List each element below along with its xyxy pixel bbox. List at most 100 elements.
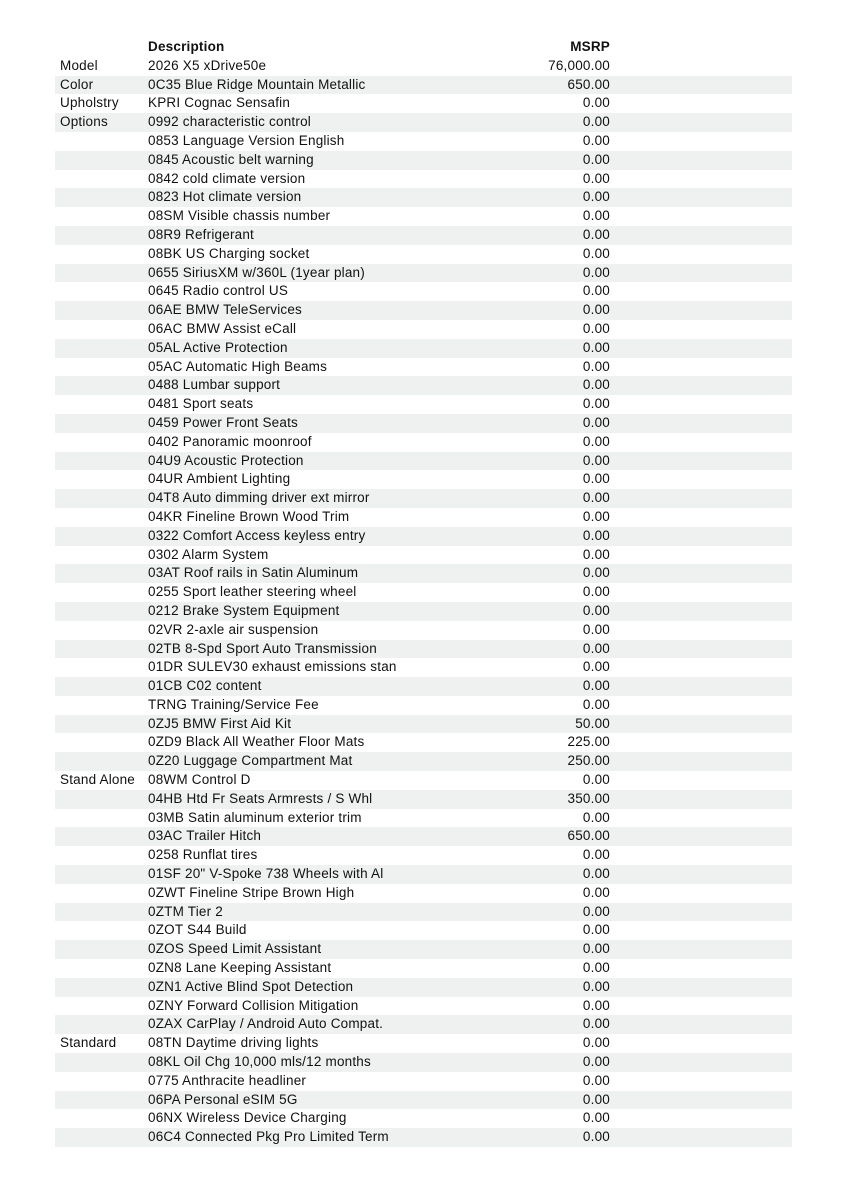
table-row: 08KL Oil Chg 10,000 mls/12 months 0.00	[55, 1053, 792, 1072]
row-category-label: Color	[60, 76, 94, 92]
row-category-label	[55, 395, 148, 414]
row-spacer	[610, 696, 792, 715]
table-row: 05AL Active Protection 0.00	[55, 338, 792, 358]
row-msrp-value: 0.00	[582, 358, 610, 374]
row-category-label	[55, 809, 148, 828]
row-msrp-value: 0.00	[582, 170, 610, 186]
table-row: 0ZJ5 BMW First Aid Kit 50.00	[55, 714, 792, 734]
row-description: 04UR Ambient Lighting	[148, 471, 291, 487]
row-description: 0845 Acoustic belt warning	[148, 151, 314, 167]
row-spacer	[610, 809, 792, 828]
row-spacer	[610, 358, 792, 377]
row-spacer	[610, 414, 792, 433]
row-category-label	[55, 865, 148, 884]
row-spacer	[610, 978, 792, 997]
row-msrp-value: 0.00	[582, 283, 610, 299]
row-description: 0322 Comfort Access keyless entry	[148, 527, 366, 543]
row-category-label: Standard	[60, 1035, 117, 1051]
row-spacer	[610, 282, 792, 301]
row-description: 08WM Control D	[148, 772, 251, 788]
row-msrp-value: 0.00	[582, 1072, 610, 1088]
row-msrp-value: 225.00	[567, 734, 610, 750]
row-spacer	[610, 508, 792, 527]
row-msrp-value: 50.00	[575, 715, 610, 731]
row-msrp-value: 0.00	[582, 978, 610, 994]
table-row: 0ZOS Speed Limit Assistant 0.00	[55, 940, 792, 960]
row-description: 0302 Alarm System	[148, 546, 269, 562]
row-spacer	[610, 621, 792, 640]
table-row: 06AE BMW TeleServices 0.00	[55, 301, 792, 320]
row-description: 01SF 20" V-Spoke 738 Wheels with Al	[148, 866, 384, 882]
row-description: 0402 Panoramic moonroof	[148, 433, 312, 449]
row-spacer	[610, 132, 792, 151]
table-row: Options 0992 characteristic control 0.00	[55, 113, 792, 132]
row-msrp-value: 0.00	[582, 264, 610, 280]
table-row: 0Z20 Luggage Compartment Mat 250.00	[55, 752, 792, 772]
row-category-label: Stand Alone	[60, 772, 136, 788]
table-row: Color 0C35 Blue Ridge Mountain Metallic 65…	[55, 75, 792, 95]
row-spacer	[610, 339, 792, 358]
table-row: 0459 Power Front Seats 0.00	[55, 413, 792, 433]
row-description: 06NX Wireless Device Charging	[148, 1110, 347, 1126]
table-row: 08SM Visible chassis number 0.00	[55, 207, 792, 226]
row-msrp-value: 0.00	[582, 508, 610, 524]
row-msrp-value: 0.00	[582, 621, 610, 637]
row-msrp-value: 0.00	[582, 960, 610, 976]
row-category-label	[55, 188, 148, 207]
row-category-label: Options	[60, 114, 108, 130]
row-description: 03MB Satin aluminum exterior trim	[148, 809, 362, 825]
row-msrp-value: 0.00	[582, 696, 610, 712]
row-msrp-value: 650.00	[567, 76, 610, 92]
row-description: 05AL Active Protection	[148, 339, 288, 355]
row-category-label	[55, 489, 148, 508]
table-row: 0853 Language Version English 0.00	[55, 132, 792, 151]
row-description: 06AC BMW Assist eCall	[148, 320, 297, 336]
table-row: 0ZN1 Active Blind Spot Detection 0.00	[55, 977, 792, 997]
table-row: 0645 Radio control US 0.00	[55, 282, 792, 301]
row-spacer	[610, 489, 792, 508]
row-category-label	[55, 527, 148, 546]
row-description: 0ZN1 Active Blind Spot Detection	[148, 978, 354, 994]
row-msrp-value: 0.00	[582, 772, 610, 788]
row-spacer	[610, 527, 792, 546]
row-msrp-value: 0.00	[582, 132, 610, 148]
row-spacer	[610, 564, 792, 583]
table-row: 0ZAX CarPlay / Android Auto Compat. 0.00	[55, 1015, 792, 1035]
row-category-label	[55, 640, 148, 659]
row-description: 0655 SiriusXM w/360L (1year plan)	[148, 264, 365, 280]
row-description: 0Z20 Luggage Compartment Mat	[148, 753, 353, 769]
row-category-label	[55, 470, 148, 489]
table-row: 08BK US Charging socket 0.00	[55, 245, 792, 264]
row-spacer	[610, 76, 792, 95]
row-description: 04U9 Acoustic Protection	[148, 452, 304, 468]
table-row: Standard 08TN Daytime driving lights 0.00	[55, 1034, 792, 1053]
row-spacer	[610, 245, 792, 264]
row-category-label	[55, 903, 148, 922]
row-category-label	[55, 997, 148, 1016]
row-description: 0853 Language Version English	[148, 132, 345, 148]
table-row: 0322 Comfort Access keyless entry 0.00	[55, 526, 792, 546]
table-row: 03AC Trailer Hitch 650.00	[55, 827, 792, 847]
row-msrp-value: 0.00	[582, 997, 610, 1013]
row-msrp-value: 0.00	[582, 678, 610, 694]
row-spacer	[610, 677, 792, 696]
table-row: 0ZD9 Black All Weather Floor Mats 225.00	[55, 733, 792, 752]
row-spacer	[610, 546, 792, 565]
table-row: Upholstry KPRI Cognac Sensafin 0.00	[55, 94, 792, 113]
row-category-label	[55, 339, 148, 358]
row-spacer	[610, 583, 792, 602]
row-spacer	[610, 997, 792, 1016]
table-row: 0ZTM Tier 2 0.00	[55, 902, 792, 922]
row-msrp-value: 0.00	[582, 490, 610, 506]
row-msrp-value: 0.00	[582, 903, 610, 919]
row-description: 08TN Daytime driving lights	[148, 1035, 319, 1051]
row-category-label	[55, 170, 148, 189]
row-description: 0255 Sport leather steering wheel	[148, 584, 357, 600]
row-msrp-value: 0.00	[582, 527, 610, 543]
row-spacer	[610, 846, 792, 865]
row-description: 06AE BMW TeleServices	[148, 302, 303, 318]
row-category-label	[55, 1072, 148, 1091]
row-spacer	[610, 1072, 792, 1091]
table-row: 02VR 2-axle air suspension 0.00	[55, 621, 792, 640]
row-spacer	[610, 921, 792, 940]
